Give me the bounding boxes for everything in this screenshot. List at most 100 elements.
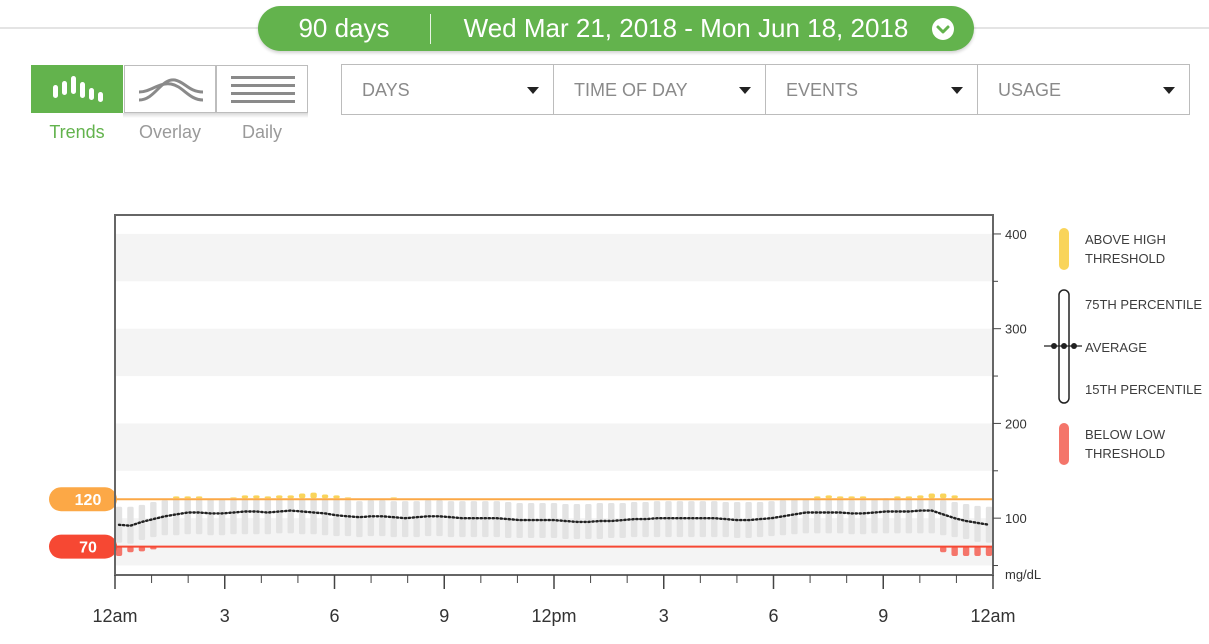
percentile-bar: [951, 502, 958, 538]
below-low-mark: [940, 546, 947, 553]
above-high-mark: [928, 493, 935, 499]
percentile-bar: [688, 501, 695, 538]
x-tick-label: 3: [220, 606, 230, 626]
background-band: [116, 233, 992, 282]
above-high-mark: [333, 495, 340, 499]
x-tick-label: 3: [659, 606, 669, 626]
y-tick-label: 400: [1005, 227, 1027, 242]
trends-icon: [53, 76, 103, 102]
y-tick-label: 300: [1005, 322, 1027, 337]
legend-below-low-swatch: [1059, 423, 1069, 465]
percentile-bar: [344, 500, 352, 537]
above-high-mark: [344, 497, 352, 499]
above-high-mark: [940, 493, 947, 499]
daily-icon: [231, 76, 295, 103]
percentile-bar: [379, 500, 386, 537]
percentile-bar: [321, 499, 329, 536]
legend-average-label: AVERAGE: [1085, 340, 1147, 355]
percentile-bar: [276, 498, 283, 534]
above-high-mark: [195, 496, 203, 499]
background-band: [116, 328, 992, 377]
time-of-day-filter-dropdown[interactable]: TIME OF DAY: [553, 64, 766, 115]
legend-p15-label: 15TH PERCENTILE: [1085, 382, 1203, 397]
above-high-mark: [184, 496, 191, 499]
trends-view-button[interactable]: [31, 65, 123, 113]
overlay-view-button[interactable]: [124, 65, 216, 113]
percentile-bar: [333, 499, 340, 537]
high-threshold-badge: [49, 487, 117, 512]
above-high-mark: [951, 495, 958, 499]
legend-average-dot: [1071, 343, 1077, 349]
legend-above-high-swatch: [1059, 228, 1069, 270]
percentile-bar: [699, 501, 707, 538]
percentile-bar: [871, 499, 878, 534]
percentile-bar: [436, 500, 443, 537]
percentile-bar: [173, 499, 180, 536]
days-filter-label: DAYS: [362, 80, 410, 100]
days-filter-dropdown[interactable]: DAYS: [341, 64, 554, 115]
date-range-selector[interactable]: 90 days Wed Mar 21, 2018 - Mon Jun 18, 2…: [258, 6, 974, 51]
date-range-text[interactable]: Wed Mar 21, 2018 - Mon Jun 18, 2018: [463, 13, 909, 43]
legend-below-low-label: BELOW LOW THRESHOLD: [1085, 427, 1166, 461]
percentile-bar: [802, 499, 810, 534]
above-high-mark: [276, 495, 283, 499]
low-threshold-badge-text: 70: [79, 540, 97, 557]
overlay-label[interactable]: Overlay: [138, 122, 201, 142]
percentile-bar: [894, 498, 901, 534]
days-count[interactable]: 90 days: [298, 13, 390, 43]
above-high-mark: [264, 496, 272, 499]
caret-down-icon: [527, 87, 539, 94]
view-buttons-shadow: [123, 113, 308, 118]
percentile-bar: [230, 499, 237, 535]
above-high-mark: [298, 493, 306, 499]
legend-above-high-label: ABOVE HIGH THRESHOLD: [1085, 232, 1166, 266]
daily-label[interactable]: Daily: [241, 122, 282, 142]
usage-filter-dropdown[interactable]: USAGE: [977, 64, 1190, 115]
legend-average-dot: [1051, 343, 1057, 349]
x-tick-label: 12am: [970, 606, 1015, 626]
y-tick-label: 200: [1005, 416, 1027, 431]
daily-view-button[interactable]: [216, 65, 308, 113]
percentile-bar: [859, 500, 867, 535]
time-of-day-filter-label: TIME OF DAY: [574, 80, 688, 100]
y-axis-unit-label: mg/dL: [1005, 567, 1041, 582]
percentile-bar: [447, 501, 455, 538]
below-low-mark: [127, 546, 134, 553]
above-high-mark: [836, 496, 844, 499]
percentile-bar: [310, 499, 317, 535]
above-high-mark: [310, 492, 317, 499]
percentile-bar: [814, 499, 821, 534]
y-tick-label: 100: [1005, 511, 1027, 526]
above-high-mark: [230, 497, 237, 499]
above-high-mark: [905, 496, 913, 499]
trends-label[interactable]: Trends: [49, 122, 105, 142]
high-threshold-badge-text: 120: [75, 492, 102, 509]
below-low-mark: [138, 546, 146, 552]
caret-down-icon: [739, 87, 751, 94]
above-high-mark: [859, 496, 867, 499]
percentile-bar: [985, 506, 993, 543]
usage-filter-label: USAGE: [998, 80, 1062, 100]
percentile-bar: [905, 498, 913, 534]
percentile-bar: [882, 498, 890, 534]
above-high-mark: [825, 495, 832, 499]
above-high-mark: [390, 497, 397, 499]
x-tick-label: 12pm: [531, 606, 576, 626]
percentile-bar: [287, 498, 294, 534]
above-high-mark: [848, 496, 855, 499]
below-low-mark: [974, 546, 981, 557]
percentile-bar: [527, 503, 535, 539]
percentile-bar: [928, 498, 935, 534]
average-line: [117, 509, 991, 527]
percentile-bar: [184, 499, 191, 535]
chevron-down-icon[interactable]: [932, 18, 954, 40]
below-low-mark: [985, 546, 993, 557]
above-high-mark: [241, 495, 249, 499]
percentile-bar: [161, 500, 168, 536]
pill-separator: [430, 14, 431, 44]
above-high-mark: [321, 494, 329, 499]
percentile-bar: [356, 501, 363, 538]
percentile-bar: [940, 500, 947, 536]
below-low-mark: [951, 546, 958, 557]
above-high-mark: [894, 496, 901, 499]
